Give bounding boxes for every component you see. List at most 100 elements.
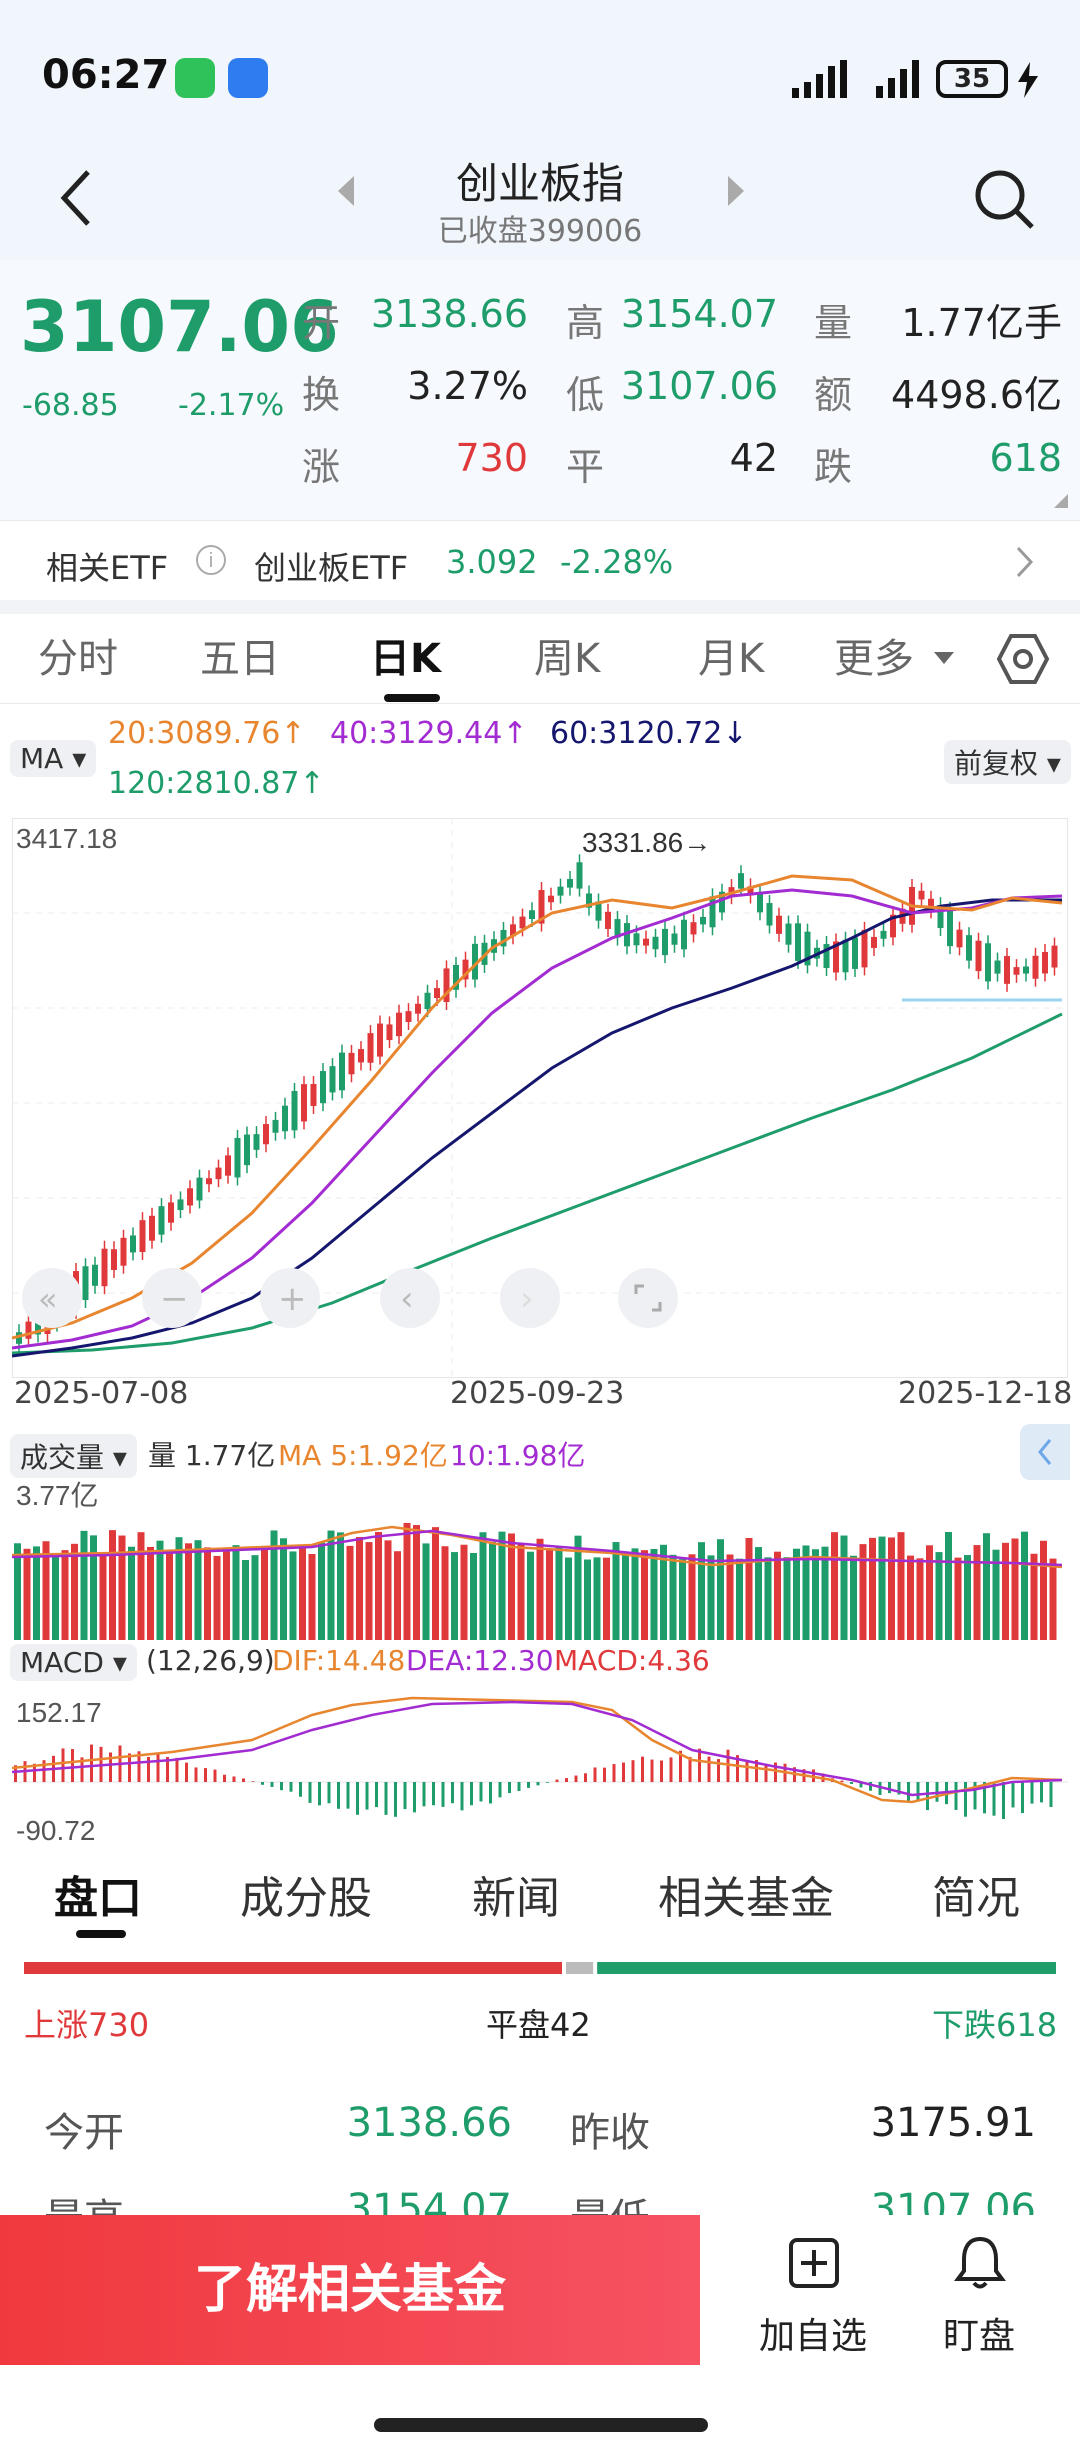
more-dropdown-icon[interactable] xyxy=(932,650,956,666)
volume-bar xyxy=(612,1542,620,1640)
quote-label: 平 xyxy=(566,445,605,489)
tab-five-day[interactable]: 五日 xyxy=(200,636,280,682)
macd-bar xyxy=(555,1779,559,1782)
macd-bar xyxy=(527,1782,530,1788)
macd-selector[interactable]: MACD ▾ xyxy=(10,1644,137,1681)
side-panel-toggle[interactable] xyxy=(1020,1424,1070,1480)
scroll-left-button[interactable] xyxy=(380,1268,440,1328)
vol-ma5: MA 5:1.92亿 xyxy=(278,1439,448,1472)
macd-params: (12,26,9) xyxy=(146,1644,275,1677)
expand-corner-icon[interactable] xyxy=(1052,492,1070,510)
charging-icon xyxy=(1018,62,1038,98)
macd-bar xyxy=(679,1750,682,1782)
macd-bar xyxy=(1011,1782,1015,1808)
y-top-label: 3417.18 xyxy=(16,823,117,854)
tab-more[interactable]: 更多 xyxy=(834,636,914,682)
tab-constituents[interactable]: 成分股 xyxy=(240,1873,372,1924)
tab-profile[interactable]: 简况 xyxy=(932,1873,1020,1924)
macd-bar xyxy=(232,1776,236,1782)
related-etf-row[interactable]: 相关ETF i 创业板ETF 3.092 -2.28% xyxy=(0,520,1080,600)
zoom-in-button[interactable] xyxy=(260,1268,320,1328)
volume-bar xyxy=(954,1557,962,1640)
volume-bar xyxy=(831,1532,838,1640)
macd-bar xyxy=(774,1762,777,1782)
etf-label: 相关ETF xyxy=(46,549,169,587)
ma-selector[interactable]: MA ▾ xyxy=(10,740,97,777)
macd-bar xyxy=(109,1752,112,1782)
info-icon[interactable]: i xyxy=(194,543,228,577)
macd-bar xyxy=(954,1782,958,1810)
volume-bar xyxy=(232,1545,240,1640)
macd-bar xyxy=(90,1744,93,1782)
related-funds-button[interactable]: 了解相关基金 xyxy=(0,2215,700,2365)
macd-bar xyxy=(71,1749,74,1782)
etf-name: 创业板ETF xyxy=(254,549,409,587)
watch-button[interactable]: 盯盘 xyxy=(884,2215,1074,2365)
ma40-value: 40:3129.44↑ xyxy=(330,716,528,751)
quote-label: 额 xyxy=(814,373,853,417)
macd-bar xyxy=(280,1782,283,1791)
macd-bar xyxy=(80,1757,84,1782)
volume-bar xyxy=(118,1535,126,1640)
scroll-right-button[interactable] xyxy=(500,1268,560,1328)
macd-bar xyxy=(413,1782,416,1813)
vol-ma10: 10:1.98亿 xyxy=(450,1439,586,1472)
add-watchlist-icon xyxy=(789,2238,839,2288)
volume-bar xyxy=(99,1554,107,1640)
prev-index-icon[interactable] xyxy=(334,174,356,208)
chevron-right-icon[interactable] xyxy=(1014,545,1036,579)
volume-selector[interactable]: 成交量 ▾ xyxy=(10,1434,137,1478)
volume-bar xyxy=(90,1535,97,1640)
breadth-up-segment xyxy=(24,1962,562,1974)
tab-weekly-k[interactable]: 周K xyxy=(534,636,601,682)
volume-bar xyxy=(156,1540,164,1640)
macd-bar xyxy=(907,1782,910,1801)
volume-bar xyxy=(441,1546,449,1640)
battery-icon: 35 xyxy=(936,60,1008,98)
macd-bar xyxy=(470,1782,473,1806)
volume-bar xyxy=(907,1555,914,1640)
status-bar: 06:27 35 xyxy=(0,0,1080,150)
breadth-flat-segment xyxy=(565,1962,594,1974)
kline-chart[interactable]: 3417.18 3331.86→ « − + ‹ › xyxy=(12,818,1068,1378)
quote-value: 3.27% xyxy=(407,364,528,408)
down-count: 下跌618 xyxy=(932,2006,1058,2044)
macd-bar xyxy=(185,1762,188,1782)
tab-daily-k[interactable]: 日K xyxy=(370,636,441,682)
volume-bar xyxy=(983,1533,990,1640)
volume-bar xyxy=(802,1545,810,1640)
adjust-selector[interactable]: 前复权 ▾ xyxy=(944,740,1071,784)
tab-order-book[interactable]: 盘口 xyxy=(54,1873,142,1924)
ma120-value: 120:2810.87↑ xyxy=(108,766,325,801)
macd-bar xyxy=(508,1782,511,1794)
next-index-icon[interactable] xyxy=(726,174,748,208)
macd-top-label: 152.17 xyxy=(16,1697,102,1728)
price-change-pct: -2.17% xyxy=(178,388,285,423)
back-icon[interactable] xyxy=(54,168,104,228)
search-icon[interactable] xyxy=(970,165,1040,235)
add-watchlist-button[interactable]: 加自选 xyxy=(718,2215,908,2365)
macd-bar xyxy=(394,1782,397,1817)
scroll-right-icon: › xyxy=(520,1279,534,1319)
tab-intraday[interactable]: 分时 xyxy=(38,636,118,682)
macd-bar xyxy=(1049,1782,1053,1808)
quote-panel: 3107.06 -68.85 -2.17% 开 3138.66 高 3154.0… xyxy=(0,260,1080,520)
volume-bar xyxy=(166,1550,173,1640)
quote-value: 3154.07 xyxy=(620,292,778,336)
zoom-out-button[interactable] xyxy=(142,1268,202,1328)
zoom-out-icon: − xyxy=(160,1279,189,1319)
settings-icon[interactable] xyxy=(996,632,1050,686)
volume-bar xyxy=(650,1548,658,1640)
volume-bar xyxy=(384,1540,392,1640)
volume-bar xyxy=(498,1531,506,1640)
fullscreen-button[interactable] xyxy=(618,1268,678,1328)
macd-bar xyxy=(992,1782,996,1816)
tab-news[interactable]: 新闻 xyxy=(472,1873,560,1924)
volume-bar xyxy=(71,1543,78,1640)
tab-monthly-k[interactable]: 月K xyxy=(698,636,765,682)
rewind-button[interactable] xyxy=(22,1268,82,1328)
tab-related-funds[interactable]: 相关基金 xyxy=(658,1873,834,1924)
date-label: 2025-07-08 xyxy=(14,1376,189,1411)
adjust-label: 前复权 xyxy=(954,747,1039,780)
volume-bar xyxy=(422,1543,430,1640)
